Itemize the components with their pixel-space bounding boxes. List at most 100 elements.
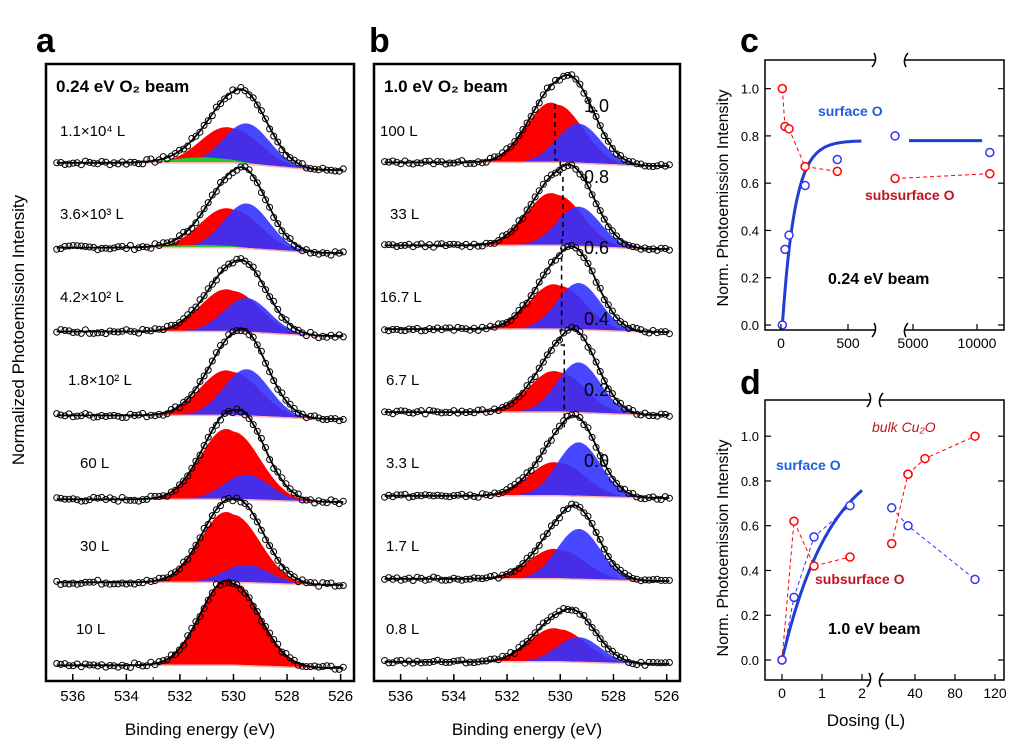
b-blue-component [384, 206, 670, 249]
a-data-point [262, 196, 269, 204]
a-data-point [327, 415, 335, 423]
b-data-point [409, 160, 417, 168]
b-data-point [454, 241, 462, 249]
panel-c-y-tick-label: 0.2 [741, 271, 759, 286]
b-data-point [474, 493, 482, 501]
b-data-point [613, 150, 620, 158]
a-data-point [311, 662, 319, 670]
panel-d-x-tick-label: 80 [947, 685, 963, 701]
b-data-point [621, 156, 629, 164]
a-data-point [192, 303, 200, 311]
panel-d-y-axis-label: Norm. Photoemission Intensity [715, 440, 732, 657]
b-dose-label: 3.3 L [386, 455, 419, 472]
b-data-point [665, 494, 673, 502]
a-data-point [253, 179, 261, 187]
b-data-point [462, 160, 470, 168]
b-data-point [547, 171, 555, 179]
b-data-point [519, 126, 527, 133]
b-data-point [649, 576, 657, 584]
a-data-point [262, 623, 269, 630]
a-data-point [335, 167, 343, 175]
panel-letter-d: d [740, 364, 761, 402]
a-data-point [196, 211, 204, 219]
b-data-point [527, 200, 535, 208]
a-data-point [155, 658, 163, 666]
a-data-point [106, 245, 114, 253]
a-data-point [212, 421, 220, 429]
b-blue-component [384, 529, 670, 581]
a-data-point [69, 242, 77, 249]
a-blue-component [56, 123, 344, 170]
b-data-point [519, 474, 527, 482]
a-data-point [266, 293, 274, 301]
b-data-point [438, 492, 446, 500]
a-spectrum-0 [53, 84, 347, 175]
a-data-point [94, 160, 102, 168]
b-data-point [470, 493, 478, 500]
b-data-point [572, 501, 580, 509]
a-data-point [262, 286, 269, 294]
panel-d-subsurface-point [809, 561, 819, 571]
a-data-point [196, 128, 204, 136]
b-data-point [515, 393, 523, 401]
b-data-point [397, 242, 405, 249]
a-data-point [73, 159, 81, 167]
b-data-point [499, 320, 507, 328]
a-data-point [208, 589, 216, 597]
a-data-point [298, 247, 306, 255]
a-data-point [147, 244, 155, 252]
a-data-point [184, 311, 192, 319]
b-data-point [531, 193, 539, 201]
a-data-point [147, 492, 155, 500]
panel-b-title: 1.0 eV O₂ beam [384, 77, 508, 96]
b-data-point [474, 658, 482, 666]
a-data-point [249, 333, 257, 341]
a-data-point [225, 407, 233, 415]
a-data-point [57, 581, 65, 588]
a-data-point [77, 329, 85, 337]
a-data-point [69, 579, 77, 587]
a-data-point [266, 542, 274, 550]
panel-d-x-tick-label: 120 [983, 685, 1007, 701]
a-data-point [90, 578, 98, 586]
b-data-point [649, 245, 657, 253]
a-data-point [221, 496, 229, 504]
a-data-point [217, 581, 224, 589]
b-data-point [527, 633, 535, 641]
a-data-point [171, 403, 179, 411]
b-data-point [596, 368, 604, 375]
b-tick-label: 530 [548, 688, 573, 705]
a-data-point [122, 662, 130, 670]
a-data-point [319, 579, 327, 587]
a-data-point [81, 410, 89, 418]
a-data-point [86, 243, 93, 251]
a-data-point [311, 249, 319, 256]
a-data-point [184, 396, 192, 404]
b-data-point [450, 657, 458, 665]
a-data-point [266, 629, 274, 637]
a-data-point [163, 574, 171, 582]
a-data-point [192, 457, 200, 465]
b-data-point [665, 412, 673, 420]
panel-c-axis-break [871, 322, 877, 338]
b-data-point [430, 326, 437, 334]
a-data-point [139, 496, 147, 504]
a-data-point [81, 243, 89, 250]
a-data-point [143, 662, 151, 670]
b-data-point [539, 91, 547, 99]
b-data-point [637, 326, 645, 334]
a-dose-label: 30 L [80, 538, 109, 555]
a-data-point [167, 238, 175, 246]
b-data-point [604, 645, 612, 653]
panel-d-surface-point [789, 592, 799, 603]
a-data-point [192, 219, 200, 227]
b-data-point [450, 574, 458, 582]
b-data-point [499, 232, 507, 240]
a-data-point [126, 664, 134, 671]
b-data-point [564, 243, 572, 250]
b-data-point [653, 495, 661, 503]
b-data-point [474, 406, 482, 414]
b-data-point [503, 319, 511, 327]
a-data-point [307, 412, 314, 420]
b-data-point [413, 657, 421, 665]
